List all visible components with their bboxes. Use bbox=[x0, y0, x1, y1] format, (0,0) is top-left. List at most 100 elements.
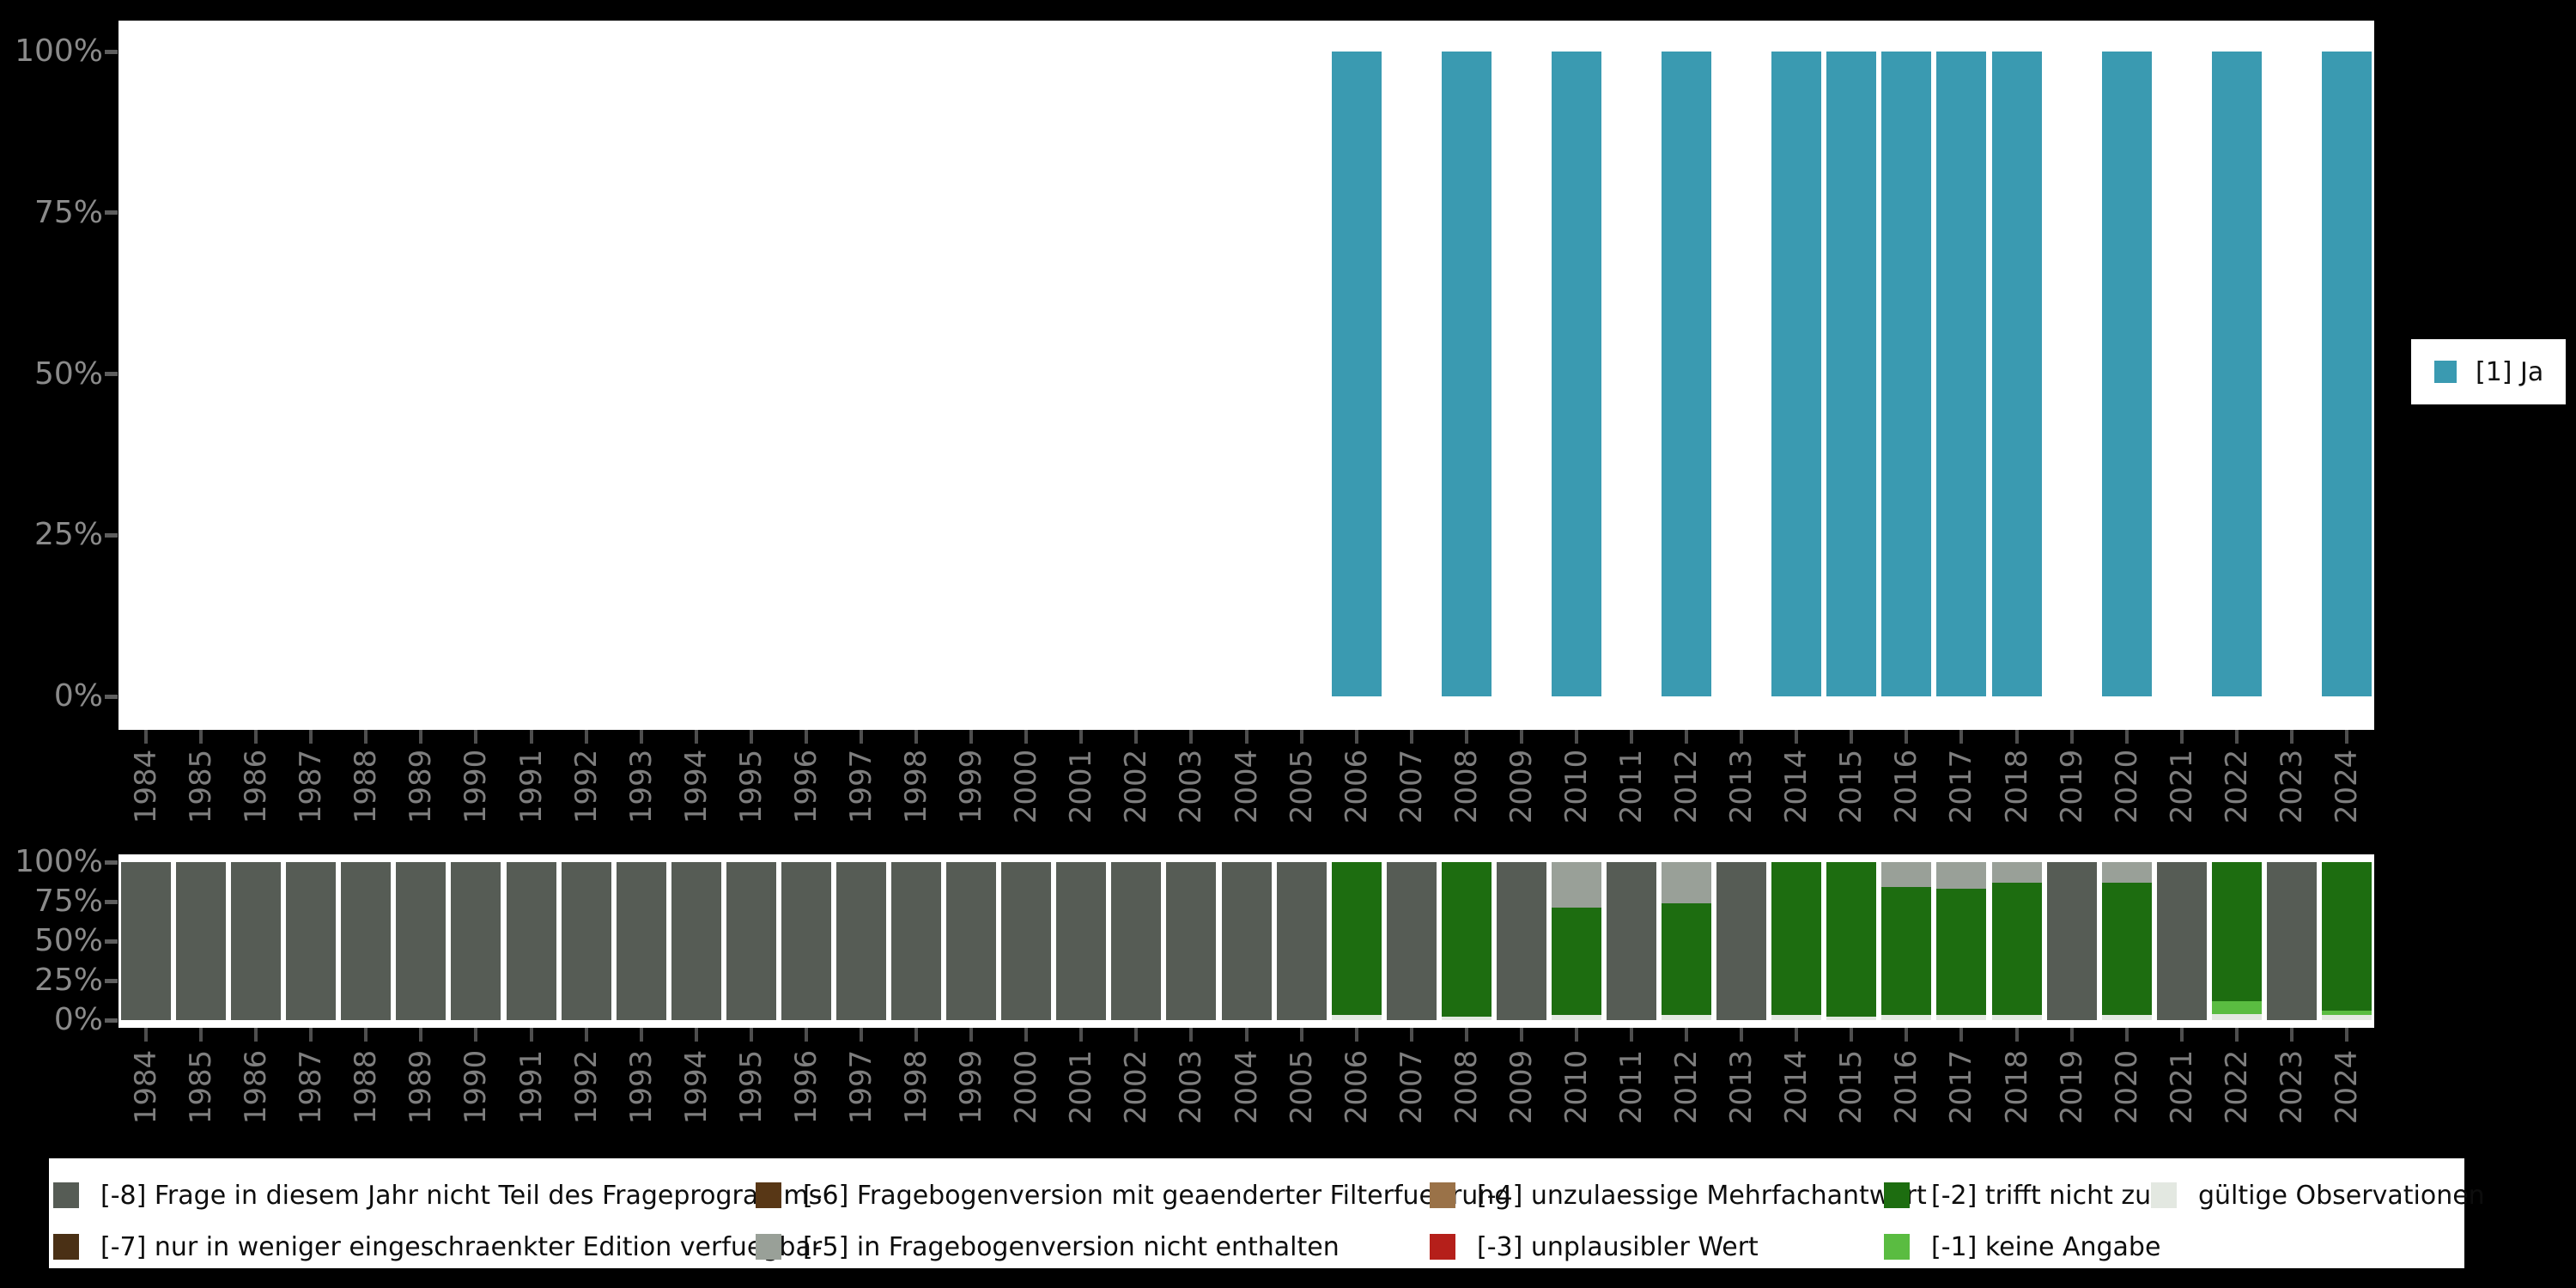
year-label: 1998 bbox=[899, 1049, 934, 1125]
year-label: 2010 bbox=[1558, 749, 1594, 824]
x-tick-mark bbox=[1299, 1028, 1303, 1042]
year-label: 1992 bbox=[568, 1049, 604, 1125]
x-tick-mark bbox=[474, 730, 478, 744]
legend-color-swatch bbox=[2434, 361, 2457, 383]
year-label: 2018 bbox=[1999, 1049, 2034, 1125]
year-label: 1991 bbox=[513, 1049, 549, 1125]
segment--2-2008 bbox=[1441, 862, 1492, 1018]
year-label: 2022 bbox=[2219, 749, 2254, 824]
x-tick-mark bbox=[969, 1028, 974, 1042]
segment-valid-2022 bbox=[2211, 1013, 2262, 1020]
segment--8-1993 bbox=[616, 862, 666, 1020]
year-label: 2014 bbox=[1779, 1049, 1814, 1125]
year-label: 2005 bbox=[1284, 1049, 1319, 1125]
year-label: 1989 bbox=[404, 749, 439, 824]
x-tick-mark bbox=[2179, 730, 2184, 744]
x-tick-mark bbox=[2234, 730, 2239, 744]
x-tick-mark bbox=[1905, 1028, 1909, 1042]
legend-item--8: [-8] Frage in diesem Jahr nicht Teil des… bbox=[53, 1181, 822, 1211]
segment-valid-2014 bbox=[1771, 1015, 1822, 1020]
y-tick-label: 50% bbox=[33, 923, 103, 958]
x-tick-mark bbox=[1795, 1028, 1799, 1042]
x-tick-mark bbox=[1685, 730, 1689, 744]
segment--8-1991 bbox=[506, 862, 556, 1020]
x-tick-mark bbox=[1244, 730, 1249, 744]
x-tick-mark bbox=[254, 730, 258, 744]
x-tick-mark bbox=[1079, 1028, 1084, 1042]
segment--1-2022 bbox=[2211, 1000, 2262, 1014]
x-tick-mark bbox=[2289, 1028, 2293, 1042]
legend-label: [1] Ja bbox=[2476, 356, 2544, 387]
legend-color-swatch bbox=[756, 1234, 781, 1260]
bar-ja-2024 bbox=[2321, 52, 2372, 696]
segment--8-1992 bbox=[561, 862, 611, 1020]
x-tick-mark bbox=[199, 1028, 204, 1042]
segment--2-2018 bbox=[1991, 882, 2042, 1016]
x-tick-mark bbox=[914, 730, 919, 744]
year-label: 1988 bbox=[349, 749, 384, 824]
year-label: 2024 bbox=[2329, 1049, 2364, 1125]
year-label: 2001 bbox=[1064, 1049, 1099, 1125]
year-label: 2015 bbox=[1834, 1049, 1869, 1125]
year-label: 2013 bbox=[1724, 1049, 1759, 1125]
segment-valid-2018 bbox=[1991, 1015, 2042, 1020]
year-label: 1997 bbox=[843, 749, 878, 824]
x-tick-mark bbox=[1740, 730, 1744, 744]
year-label: 2007 bbox=[1394, 749, 1429, 824]
year-label: 1999 bbox=[954, 1049, 989, 1125]
legend-item--2: [-2] trifft nicht zu bbox=[1884, 1180, 2152, 1211]
segment--8-1997 bbox=[835, 862, 886, 1020]
year-label: 2024 bbox=[2329, 749, 2364, 824]
legend-item-label: [-3] unplausibler Wert bbox=[1477, 1231, 1759, 1262]
x-tick-mark bbox=[1685, 1028, 1689, 1042]
x-tick-mark bbox=[749, 1028, 753, 1042]
segment--2-2022 bbox=[2211, 862, 2262, 1001]
segment--8-2011 bbox=[1607, 862, 1656, 1020]
segment--8-1990 bbox=[451, 862, 501, 1020]
year-label: 1986 bbox=[239, 749, 274, 824]
year-label: 2012 bbox=[1669, 749, 1704, 824]
year-label: 1990 bbox=[459, 749, 494, 824]
x-tick-mark bbox=[2124, 730, 2129, 744]
y-tick-mark bbox=[105, 694, 118, 699]
year-label: 1998 bbox=[899, 749, 934, 824]
year-label: 2015 bbox=[1834, 749, 1869, 824]
x-tick-mark bbox=[1409, 730, 1413, 744]
segment--5-2016 bbox=[1881, 862, 1932, 888]
year-label: 1992 bbox=[568, 749, 604, 824]
x-tick-mark bbox=[1134, 730, 1139, 744]
legend-color-swatch bbox=[1884, 1182, 1910, 1208]
x-tick-mark bbox=[1795, 730, 1799, 744]
segment-valid-2020 bbox=[2101, 1015, 2152, 1020]
year-label: 2011 bbox=[1614, 1049, 1649, 1125]
segment--8-2009 bbox=[1496, 862, 1546, 1020]
segment-valid-2017 bbox=[1936, 1015, 1987, 1020]
legend-item-label: [-5] in Fragebogenversion nicht enthalte… bbox=[803, 1231, 1340, 1262]
year-label: 2004 bbox=[1229, 749, 1264, 824]
x-tick-mark bbox=[2344, 730, 2348, 744]
x-tick-mark bbox=[144, 1028, 149, 1042]
y-tick-mark bbox=[105, 860, 118, 865]
x-tick-mark bbox=[1519, 730, 1523, 744]
x-tick-mark bbox=[694, 1028, 698, 1042]
legend-item-label: [-2] trifft nicht zu bbox=[1931, 1180, 2152, 1211]
legend-item-valid: gültige Observationen bbox=[2151, 1181, 2485, 1211]
segment--8-1987 bbox=[286, 862, 337, 1020]
x-tick-mark bbox=[309, 1028, 313, 1042]
legend-item-label: [-1] keine Angabe bbox=[1931, 1231, 2161, 1262]
legend-item-label: [-7] nur in weniger eingeschraenkter Edi… bbox=[100, 1231, 823, 1262]
x-tick-mark bbox=[1464, 730, 1468, 744]
bar-ja-2016 bbox=[1881, 52, 1932, 696]
year-label: 1990 bbox=[459, 1049, 494, 1125]
y-tick-mark bbox=[105, 978, 118, 983]
segment--5-2020 bbox=[2101, 862, 2152, 883]
legend-item-label: [-6] Fragebogenversion mit geaenderter F… bbox=[803, 1180, 1511, 1211]
x-tick-mark bbox=[1409, 1028, 1413, 1042]
year-label: 2013 bbox=[1724, 749, 1759, 824]
segment-valid-2006 bbox=[1331, 1015, 1382, 1020]
x-tick-mark bbox=[309, 730, 313, 744]
segment-valid-2016 bbox=[1881, 1015, 1932, 1020]
y-tick-label: 0% bbox=[53, 678, 103, 714]
year-label: 2014 bbox=[1779, 749, 1814, 824]
x-tick-mark bbox=[2124, 1028, 2129, 1042]
